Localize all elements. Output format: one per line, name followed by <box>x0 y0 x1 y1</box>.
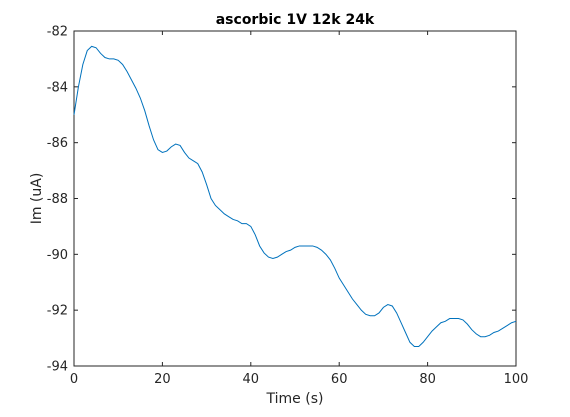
series-line <box>73 45 517 347</box>
x-axis-label: Time (s) <box>266 391 324 407</box>
x-tick-label: 100 <box>504 372 529 387</box>
chart-title: ascorbic 1V 12k 24k <box>216 12 375 28</box>
y-tick-label: -94 <box>47 360 68 375</box>
x-tick-label: 20 <box>154 372 171 387</box>
x-tick-label: 40 <box>243 372 260 387</box>
x-tick-label: 60 <box>331 372 348 387</box>
y-tick-label: -92 <box>47 304 68 319</box>
axes-box <box>73 30 517 367</box>
y-tick-label: -84 <box>47 80 68 95</box>
x-tick-label: 0 <box>70 372 78 387</box>
x-tick-label: 80 <box>419 372 436 387</box>
x-axis: 0 20 40 60 80 100 <box>70 31 529 387</box>
y-axis: -82 -84 -86 -88 -90 -92 -94 <box>47 25 516 375</box>
plot-area <box>73 30 517 367</box>
y-axis-label: Im (uA) <box>29 173 45 225</box>
y-tick-label: -90 <box>47 248 68 263</box>
y-tick-label: -88 <box>47 192 68 207</box>
y-tick-label: -82 <box>47 25 68 40</box>
y-tick-label: -86 <box>47 136 68 151</box>
